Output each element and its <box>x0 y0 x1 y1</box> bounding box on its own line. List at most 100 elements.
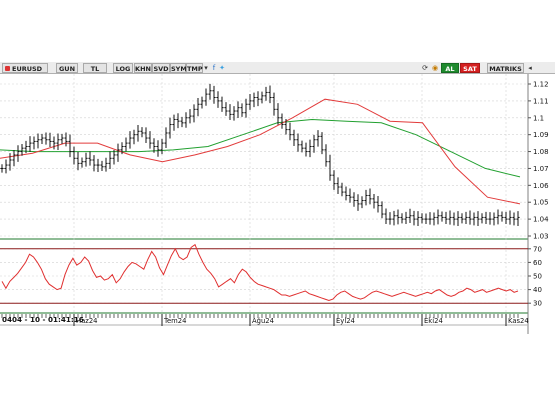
price-tick-label-0: 1.12 <box>533 81 549 89</box>
ohlc-bar-73 <box>292 129 296 146</box>
period-button-gun[interactable]: GUN <box>56 63 78 73</box>
ohlc-bar-57 <box>228 104 232 120</box>
ohlc-bar-8 <box>32 136 36 150</box>
ohlc-bar-77 <box>308 139 312 158</box>
ohlc-bar-12 <box>48 132 52 147</box>
time-tick-label-1: Tem24 <box>163 317 186 325</box>
ohlc-bar-95 <box>380 201 384 219</box>
ohlc-bar-32 <box>128 131 132 149</box>
osc-tick-label-3: 40 <box>533 286 542 294</box>
symbol-label: EURUSD <box>12 65 43 73</box>
ohlc-bar-17 <box>68 134 72 158</box>
ohlc-bar-59 <box>236 101 240 118</box>
symbol-flag-icon <box>5 66 10 71</box>
ohlc-bar-117 <box>468 210 472 225</box>
matriks-button[interactable]: MATRIKS <box>487 63 524 73</box>
buy-button[interactable]: AL <box>441 63 459 73</box>
top-whitespace <box>0 0 555 62</box>
toolbar-button-khn[interactable]: KHN <box>134 63 152 73</box>
ohlc-bar-85 <box>340 182 344 197</box>
ohlc-bar-15 <box>60 133 64 144</box>
ohlc-bar-75 <box>300 140 304 153</box>
ohlc-bar-126 <box>504 211 508 225</box>
ohlc-bar-69 <box>276 103 280 125</box>
ohlc-bar-24 <box>96 158 100 172</box>
osc-tick-label-4: 30 <box>533 300 542 308</box>
ohlc-bar-121 <box>484 211 488 225</box>
ohlc-bar-40 <box>160 138 164 155</box>
ohlc-bar-13 <box>52 136 56 150</box>
ohlc-bar-38 <box>152 138 156 153</box>
ohlc-bar-89 <box>356 194 360 211</box>
ohlc-bar-27 <box>108 151 112 169</box>
price-tick-label-5: 1.07 <box>533 165 549 173</box>
ohlc-bar-11 <box>44 132 48 145</box>
ohlc-bar-60 <box>240 103 244 117</box>
ohlc-bar-63 <box>252 92 256 108</box>
time-tick-label-4: Eki24 <box>424 317 443 325</box>
ohlc-bar-129 <box>516 211 520 227</box>
price-tick-label-3: 1.09 <box>533 131 549 139</box>
toolbar-arrow-icon[interactable]: ◂ <box>528 64 532 72</box>
ohlc-bar-76 <box>304 142 308 157</box>
ohlc-bar-45 <box>180 116 184 128</box>
ohlc-bar-68 <box>272 92 276 116</box>
ohlc-bar-79 <box>316 130 320 147</box>
ohlc-bar-66 <box>264 86 268 101</box>
ohlc-bar-48 <box>192 104 196 123</box>
ohlc-bar-67 <box>268 85 272 104</box>
ohlc-bar-116 <box>464 211 468 225</box>
toolbar-button-svd[interactable]: SVD <box>152 63 170 73</box>
ohlc-bar-109 <box>436 209 440 225</box>
price-tick-label-6: 1.06 <box>533 182 549 190</box>
ohlc-bar-118 <box>472 212 476 226</box>
ohlc-bar-110 <box>440 211 444 222</box>
ohlc-bar-61 <box>244 98 248 118</box>
ohlc-bar-113 <box>452 212 456 226</box>
ohlc-bar-53 <box>212 85 216 104</box>
ohlc-bar-72 <box>288 122 292 141</box>
ohlc-bar-20 <box>80 157 84 168</box>
ohlc-bar-70 <box>280 113 284 129</box>
ma-short-line <box>0 98 521 205</box>
template-button[interactable]: TMP <box>186 63 203 73</box>
sell-button[interactable]: SAT <box>460 63 480 73</box>
chart-toolbar: EURUSD GUN TL LOG KHN SVD SYM TMP ▾ f ✦ … <box>0 62 555 74</box>
ohlc-bar-49 <box>196 98 200 117</box>
ohlc-bar-91 <box>364 189 368 206</box>
facebook-icon[interactable]: f <box>212 64 216 72</box>
ohlc-bar-37 <box>148 131 152 149</box>
time-axis: Haz24Tem24Ağu24Eyl24Eki24Kas24Ara24 <box>1 314 529 326</box>
ohlc-bar-1 <box>4 159 8 174</box>
ohlc-bar-51 <box>204 88 208 106</box>
log-scale-button[interactable]: LOG <box>113 63 133 73</box>
currency-button-tl[interactable]: TL <box>83 63 107 73</box>
ohlc-bar-46 <box>184 112 188 128</box>
twitter-icon[interactable]: ✦ <box>219 64 225 72</box>
template-dropdown-icon[interactable]: ▾ <box>204 64 208 72</box>
ohlc-bar-21 <box>84 152 88 167</box>
ohlc-bar-29 <box>116 143 120 162</box>
alert-icon[interactable]: ◉ <box>431 64 439 72</box>
ohlc-bar-104 <box>416 211 420 227</box>
ohlc-bar-106 <box>424 213 428 225</box>
ohlc-bar-87 <box>348 188 352 203</box>
time-tick-label-3: Eyl24 <box>336 317 355 325</box>
ma-long-line <box>0 118 521 178</box>
ohlc-bar-22 <box>88 151 92 166</box>
refresh-icon[interactable]: ⟳ <box>422 64 428 72</box>
ohlc-bar-3 <box>12 150 16 167</box>
osc-line <box>1 243 519 302</box>
toolbar-button-sym[interactable]: SYM <box>170 63 187 73</box>
ohlc-bar-10 <box>40 133 44 144</box>
ohlc-bar-96 <box>384 208 388 225</box>
ohlc-bar-36 <box>144 127 148 143</box>
ohlc-bar-42 <box>168 117 172 139</box>
ohlc-bar-62 <box>248 93 252 110</box>
symbol-selector[interactable]: EURUSD <box>2 63 48 73</box>
ohlc-bar-4 <box>16 145 20 162</box>
ohlc-bar-105 <box>420 213 424 224</box>
ohlc-bars <box>0 83 520 227</box>
ohlc-bar-119 <box>476 211 480 227</box>
moving-average-short <box>0 98 521 205</box>
